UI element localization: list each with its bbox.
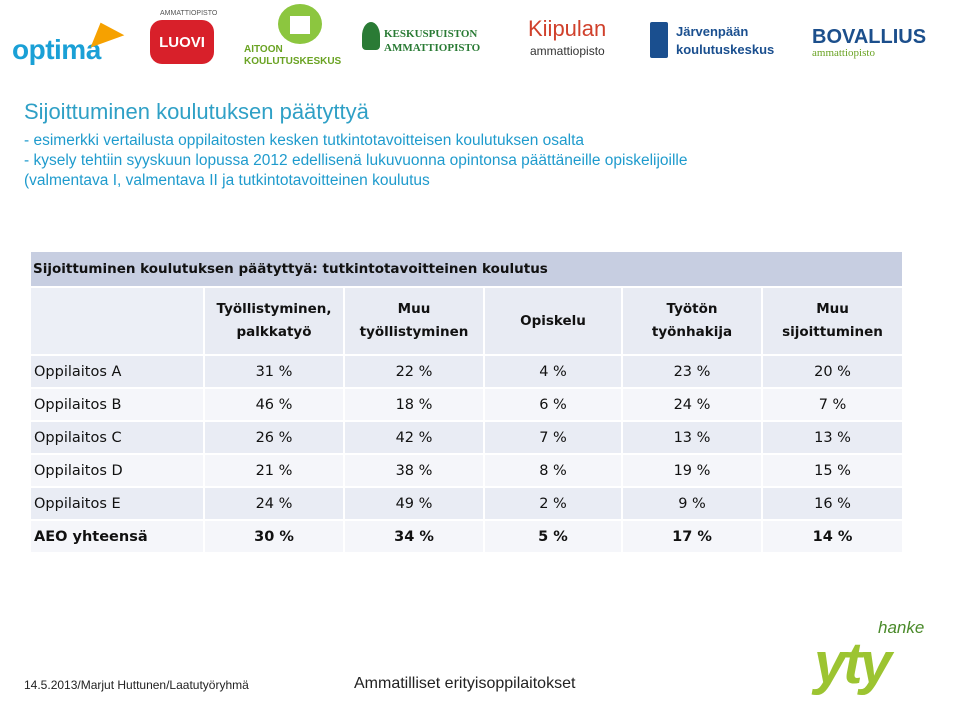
- table-cell: 2 %: [483, 486, 623, 521]
- header-corner: [29, 286, 205, 356]
- table-cell: 17 %: [621, 519, 763, 554]
- row-label: Oppilaitos B: [29, 387, 205, 422]
- footer-author-date: 14.5.2013/Marjut Huttunen/Laatutyöryhmä: [24, 678, 249, 692]
- header-other-placement: Muu sijoittuminen: [760, 286, 905, 356]
- table-cell: 7 %: [483, 420, 623, 455]
- table-cell: 13 %: [621, 420, 763, 455]
- yty-hanke-logo: hanke yty: [814, 618, 925, 696]
- table-total-row: AEO yhteensä 30 % 34 % 5 % 17 % 14 %: [29, 519, 905, 554]
- table-cell: 38 %: [343, 453, 485, 488]
- row-label: AEO yhteensä: [29, 519, 205, 554]
- tree-icon: [362, 22, 380, 50]
- table-cell: 14 %: [760, 519, 905, 554]
- description-line: (valmentava I, valmentava II ja tutkinto…: [24, 172, 430, 189]
- partner-logos: optima AMMATTIOPISTO LUOVI AITOON KOULUT…: [0, 0, 960, 80]
- table-cell: 18 %: [343, 387, 485, 422]
- shield-icon: [650, 22, 668, 58]
- keskuspuisto-logo: KESKUSPUISTON AMMATTIOPISTO: [362, 20, 502, 70]
- optima-logo: optima: [12, 16, 125, 68]
- table-cell: 15 %: [760, 453, 905, 488]
- placement-table: Sijoittuminen koulutuksen päätyttyä: tut…: [28, 250, 905, 554]
- table-row: Oppilaitos D 21 % 38 % 8 % 19 % 15 %: [29, 453, 905, 488]
- table-cell: 7 %: [760, 387, 905, 422]
- table-caption: Sijoittuminen koulutuksen päätyttyä: tut…: [28, 250, 905, 288]
- table-row: Oppilaitos C 26 % 42 % 7 % 13 % 13 %: [29, 420, 905, 455]
- row-label: Oppilaitos A: [29, 354, 205, 389]
- table-cell: 24 %: [203, 486, 345, 521]
- table-cell: 21 %: [203, 453, 345, 488]
- row-label: Oppilaitos C: [29, 420, 205, 455]
- table-cell: 49 %: [343, 486, 485, 521]
- header-employment: Työllistyminen, palkkatyö: [203, 286, 345, 356]
- luovi-logo: AMMATTIOPISTO LUOVI: [150, 10, 217, 66]
- table-cell: 6 %: [483, 387, 623, 422]
- table-cell: 26 %: [203, 420, 345, 455]
- table-cell: 13 %: [760, 420, 905, 455]
- table-cell: 4 %: [483, 354, 623, 389]
- bovallius-logo: BOVALLIUS ammattiopisto: [812, 26, 927, 59]
- table-cell: 23 %: [621, 354, 763, 389]
- optima-mark-icon: [83, 16, 125, 48]
- table-cell: 5 %: [483, 519, 623, 554]
- table-cell: 24 %: [621, 387, 763, 422]
- header-unemployed: Työtön työnhakija: [621, 286, 763, 356]
- table-cell: 30 %: [203, 519, 345, 554]
- row-label: Oppilaitos D: [29, 453, 205, 488]
- house-icon: [278, 4, 322, 44]
- page-title: Sijoittuminen koulutuksen päätyttyä: [24, 99, 369, 124]
- description: - esimerkki vertailusta oppilaitosten ke…: [24, 131, 687, 191]
- row-label: Oppilaitos E: [29, 486, 205, 521]
- table-cell: 8 %: [483, 453, 623, 488]
- jarvenpaa-logo: Järvenpään koulutuskeskus: [650, 18, 800, 68]
- table-cell: 31 %: [203, 354, 345, 389]
- table-header-row: Työllistyminen, palkkatyö Muu työllistymin…: [29, 286, 905, 356]
- table-cell: 9 %: [621, 486, 763, 521]
- description-line: - esimerkki vertailusta oppilaitosten ke…: [24, 132, 585, 149]
- table-row: Oppilaitos B 46 % 18 % 6 % 24 % 7 %: [29, 387, 905, 422]
- table-cell: 42 %: [343, 420, 485, 455]
- table-cell: 20 %: [760, 354, 905, 389]
- kiipula-logo: Kiipulan ammattiopisto: [528, 16, 607, 58]
- table-row: Oppilaitos A 31 % 22 % 4 % 23 % 20 %: [29, 354, 905, 389]
- footer-title: Ammatilliset erityisoppilaitokset: [354, 675, 576, 692]
- table-cell: 22 %: [343, 354, 485, 389]
- table-cell: 34 %: [343, 519, 485, 554]
- table-cell: 19 %: [621, 453, 763, 488]
- table-row: Oppilaitos E 24 % 49 % 2 % 9 % 16 %: [29, 486, 905, 521]
- description-line: - kysely tehtiin syyskuun lopussa 2012 e…: [24, 152, 688, 169]
- table-cell: 16 %: [760, 486, 905, 521]
- header-studies: Opiskelu: [483, 286, 623, 356]
- table-cell: 46 %: [203, 387, 345, 422]
- header-other-employment: Muu työllistyminen: [343, 286, 485, 356]
- aitoon-logo: AITOON KOULUTUSKESKUS: [238, 4, 341, 74]
